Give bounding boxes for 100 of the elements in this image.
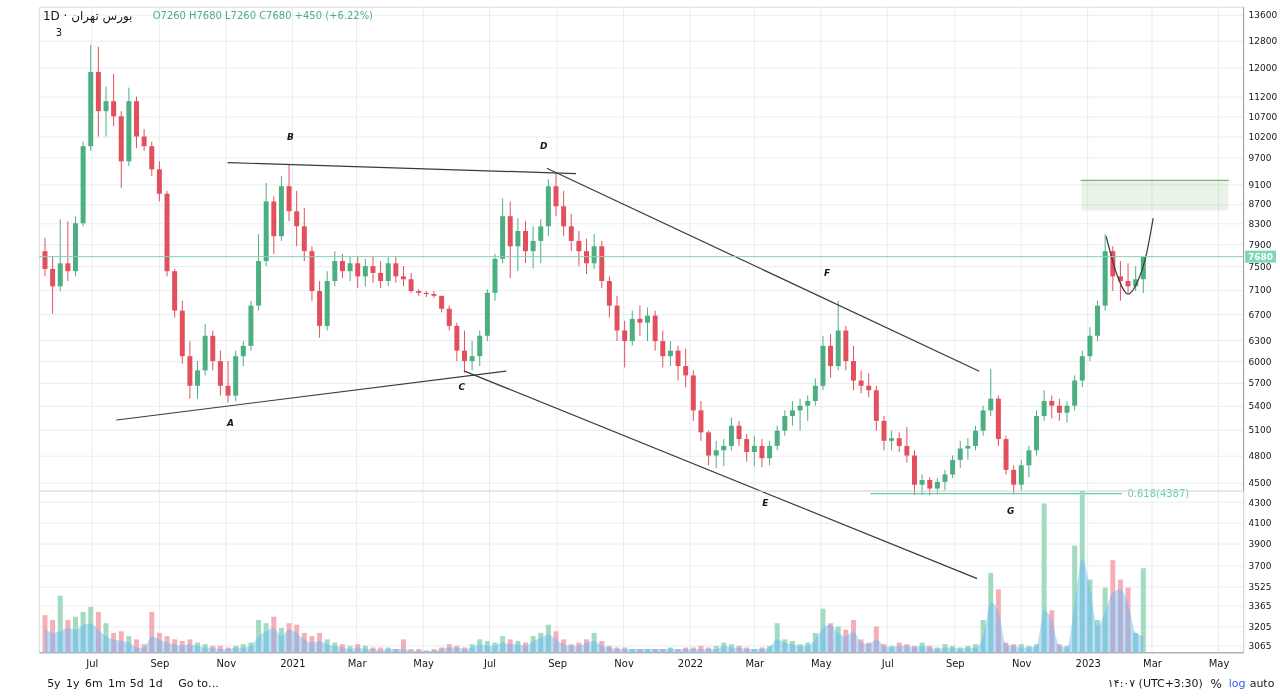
bar — [225, 647, 231, 653]
bar — [141, 644, 147, 653]
text: ۱۴:۰۷ (UTC+3:30) — [1107, 677, 1203, 691]
bar — [950, 645, 956, 653]
bar — [1102, 587, 1108, 653]
candlestick — [904, 426, 910, 464]
candlestick — [111, 73, 117, 127]
bar — [1087, 579, 1093, 653]
candlestick — [1125, 262, 1131, 294]
bar — [278, 628, 284, 653]
candlestick — [515, 217, 521, 272]
x-tick-label: 2023 — [1075, 657, 1101, 669]
bar — [767, 645, 773, 653]
candlestick — [629, 310, 635, 347]
x-tick-label: 2021 — [280, 657, 306, 669]
candlestick — [675, 345, 681, 382]
bar — [446, 644, 452, 653]
bar — [576, 642, 582, 653]
bar — [629, 649, 635, 653]
x-tick-label: Sep — [945, 657, 965, 669]
annotation: 3 — [55, 26, 63, 38]
candlestick — [461, 329, 467, 374]
bar — [1056, 644, 1062, 653]
candlestick — [812, 377, 818, 407]
x-tick-label: Nov — [216, 657, 237, 669]
candlestick — [477, 329, 483, 367]
bar — [545, 624, 551, 653]
bar — [927, 645, 933, 653]
bar — [484, 640, 490, 653]
annotation: O7260 H7680 L7260 C7680 +450 (+6.22%) — [152, 9, 374, 21]
bar — [515, 640, 521, 653]
candlestick — [850, 345, 856, 391]
candlestick — [400, 265, 406, 287]
bar — [400, 639, 406, 653]
bar — [698, 645, 704, 653]
candlestick — [294, 190, 300, 247]
candlestick — [57, 218, 63, 292]
bar — [431, 649, 437, 653]
y-tick-label: 3525 — [1248, 581, 1272, 592]
bar — [362, 645, 368, 653]
y-tick-label: 3900 — [1248, 538, 1272, 549]
x-tick-label: Jul — [880, 657, 894, 669]
y-tick-label: 5700 — [1248, 378, 1272, 389]
candlestick — [957, 440, 963, 469]
x-tick-label: May — [1208, 657, 1230, 669]
candlestick — [195, 360, 201, 400]
y-tick-label: 6700 — [1248, 309, 1272, 320]
bar — [393, 649, 399, 653]
candlestick — [446, 305, 452, 331]
bar — [240, 644, 246, 653]
candlestick — [744, 433, 750, 463]
candlestick — [1056, 398, 1062, 422]
candlestick — [896, 431, 902, 453]
bar — [736, 645, 742, 653]
bar — [782, 639, 788, 653]
bar — [805, 642, 811, 653]
bar — [454, 645, 460, 653]
annotation: D — [540, 141, 548, 152]
bar — [850, 619, 856, 653]
candlestick — [950, 455, 956, 479]
bar — [721, 642, 727, 653]
text: auto — [1249, 677, 1275, 691]
bar — [111, 632, 117, 653]
bar — [713, 645, 719, 653]
candlestick — [980, 405, 986, 437]
bar — [553, 631, 559, 653]
text: 1d — [148, 677, 163, 691]
candlestick — [645, 307, 651, 342]
y-tick-label: 10200 — [1248, 132, 1278, 143]
candlestick — [927, 476, 933, 496]
bar — [538, 632, 544, 653]
candlestick — [65, 220, 71, 282]
x-tick-label: 2022 — [677, 657, 704, 669]
bar — [492, 642, 498, 653]
bar — [599, 640, 605, 653]
x-tick-label: Sep — [548, 657, 567, 669]
candlestick — [355, 255, 361, 289]
bar — [95, 611, 101, 653]
candlestick — [698, 400, 704, 442]
bar — [652, 649, 658, 653]
bar — [408, 649, 414, 653]
bar — [286, 623, 292, 653]
text: 5d — [129, 677, 144, 691]
y-tick-label: 3365 — [1248, 601, 1272, 612]
bar — [1003, 642, 1009, 653]
bar — [88, 607, 94, 653]
candlestick — [881, 415, 887, 451]
bar — [904, 644, 910, 653]
bar — [683, 647, 689, 653]
candlestick — [1049, 395, 1055, 419]
bar — [1095, 619, 1101, 653]
bar — [1041, 503, 1047, 653]
bar — [645, 649, 651, 653]
annotation: C — [458, 381, 466, 392]
bar — [980, 619, 986, 653]
bar — [965, 645, 971, 653]
candlestick — [568, 213, 574, 252]
candlestick — [530, 225, 536, 269]
bar — [843, 629, 849, 653]
bar — [50, 619, 56, 653]
